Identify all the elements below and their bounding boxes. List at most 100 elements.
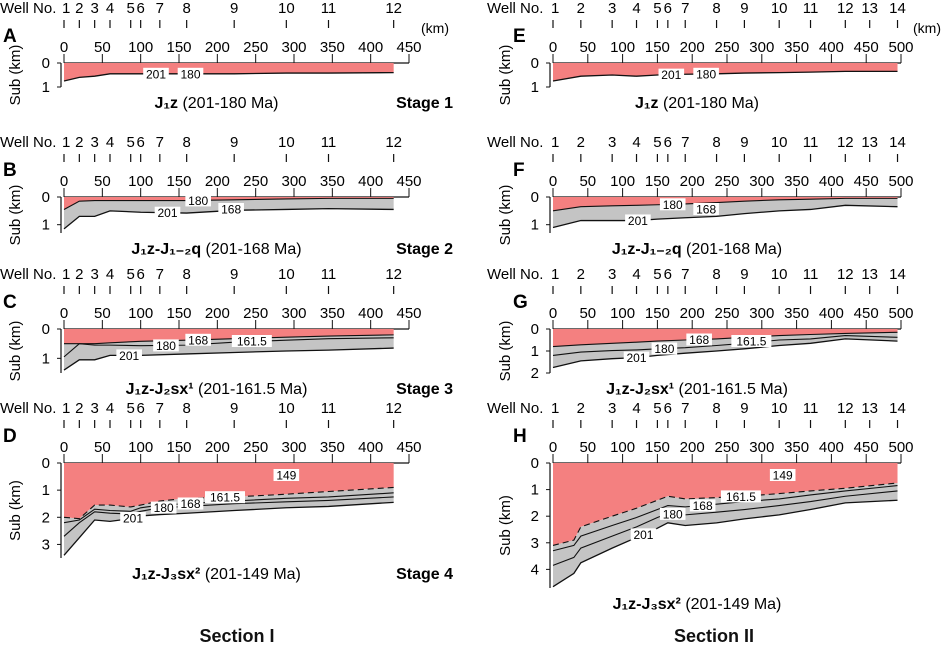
panel-letter-c: C: [3, 292, 17, 313]
x-tick-label-e: 350: [784, 39, 809, 56]
x-tick-label-d: 400: [358, 439, 383, 456]
caption-age-range-g: (201-161.5 Ma): [679, 381, 788, 398]
horizon-label-h: 168: [693, 499, 713, 513]
red-layer-c: [64, 329, 394, 344]
well-number-a: 12: [385, 0, 402, 17]
x-tick-label-e: 100: [610, 39, 635, 56]
horizon-label-c: 180: [156, 339, 176, 353]
well-number-a: 6: [136, 0, 144, 17]
well-number-f: 9: [740, 134, 748, 151]
stage-label-b: Stage 2: [396, 241, 453, 258]
horizon-label-bg-e: [693, 67, 719, 80]
well-number-g: 3: [608, 266, 616, 283]
well-number-f: 6: [664, 134, 672, 151]
horizon-label-bg-g: [731, 335, 772, 347]
horizon-label-a: 201: [146, 67, 166, 81]
x-tick-label-a: 50: [94, 39, 111, 56]
stage-label-a: Stage 1: [396, 95, 453, 112]
x-tick-label-e: 500: [888, 39, 913, 56]
well-number-d: 10: [278, 400, 295, 417]
horizon-label-bg-h: [769, 469, 796, 481]
section-title-2: Section II: [673, 626, 754, 646]
y-axis-label-a: Sub (km): [7, 45, 24, 106]
x-tick-label-h: 500: [888, 439, 913, 456]
x-tick-label-d: 0: [60, 439, 68, 456]
well-number-h: 9: [740, 400, 748, 417]
x-tick-label-h: 450: [854, 439, 879, 456]
well-number-b: 6: [136, 134, 144, 151]
x-tick-label-b: 0: [60, 173, 68, 190]
well-number-b: 7: [156, 134, 164, 151]
well-number-h: 14: [889, 400, 906, 417]
x-tick-label-b: 200: [205, 173, 230, 190]
well-number-g: 13: [861, 266, 878, 283]
x-tick-label-b: 100: [128, 173, 153, 190]
x-tick-label-a: 100: [128, 39, 153, 56]
horizon-label-bg-c: [153, 339, 179, 352]
horizon-label-bg-c: [116, 349, 142, 362]
horizon-label-bg-a: [143, 67, 169, 80]
x-tick-label-e: 400: [819, 39, 844, 56]
horizon-label-c: 201: [119, 349, 139, 363]
y-tick-label-c: 0: [42, 321, 50, 338]
horizon-label-c: 161.5: [237, 335, 267, 349]
caption-formation-a: J₁z: [154, 95, 182, 112]
km-unit-label-a: (km): [421, 20, 449, 36]
well-number-d: 2: [75, 400, 83, 417]
well-number-e: 11: [803, 0, 819, 17]
well-number-d: 12: [385, 400, 402, 417]
x-tick-label-f: 300: [749, 173, 774, 190]
horizon-label-bg-h: [720, 490, 761, 503]
red-layer-h: [553, 463, 898, 546]
panel-letter-h: H: [513, 426, 527, 447]
panel-letter-b: B: [3, 160, 17, 181]
horizon-label-bg-h: [630, 528, 657, 541]
horizon-line-h168-d: [63, 492, 394, 524]
x-tick-label-h: 150: [645, 439, 670, 456]
y-tick-label-h: 2: [531, 508, 539, 525]
well-axis-label-a: Well No.: [0, 0, 56, 17]
horizon-label-e: 180: [696, 67, 716, 81]
well-number-f: 13: [861, 134, 878, 151]
x-tick-label-h: 300: [749, 439, 774, 456]
well-axis-label-g: Well No.: [487, 266, 543, 283]
well-number-b: 12: [385, 134, 402, 151]
horizon-label-g: 161.5: [736, 335, 766, 349]
well-number-b: 5: [127, 134, 135, 151]
well-number-c: 3: [90, 266, 98, 283]
panel-caption-h: J₁z-J₃sx² (201-149 Ma): [613, 596, 782, 613]
well-number-f: 8: [712, 134, 720, 151]
horizon-label-bg-g: [686, 333, 712, 346]
well-axis-label-c: Well No.: [0, 266, 56, 283]
x-tick-label-g: 50: [579, 305, 596, 322]
well-number-f: 10: [771, 134, 788, 151]
well-number-h: 6: [664, 400, 672, 417]
well-number-b: 11: [321, 134, 337, 151]
panel-caption-f: J₁z-J₁₋₂q (201-168 Ma): [612, 241, 782, 258]
horizon-label-bg-d: [177, 497, 204, 510]
horizon-label-bg-c: [185, 333, 211, 346]
well-number-f: 5: [653, 134, 661, 151]
x-tick-label-e: 200: [680, 39, 705, 56]
horizon-label-b: 180: [188, 194, 208, 208]
horizon-label-bg-f: [659, 198, 686, 211]
well-number-e: 8: [712, 0, 720, 17]
horizon-label-h: 161.5: [726, 490, 756, 504]
horizon-label-b: 168: [221, 203, 241, 217]
x-tick-label-b: 150: [166, 173, 191, 190]
x-tick-label-d: 250: [243, 439, 268, 456]
well-number-b: 2: [75, 134, 83, 151]
horizon-label-g: 168: [689, 333, 709, 347]
well-number-a: 9: [230, 0, 238, 17]
x-tick-label-h: 350: [784, 439, 809, 456]
x-tick-label-a: 350: [320, 39, 345, 56]
x-tick-label-b: 450: [396, 173, 421, 190]
horizon-label-d: 161.5: [210, 491, 240, 505]
well-number-e: 14: [889, 0, 906, 17]
horizon-label-bg-b: [185, 194, 211, 207]
well-number-c: 9: [230, 266, 238, 283]
well-number-g: 14: [889, 266, 906, 283]
